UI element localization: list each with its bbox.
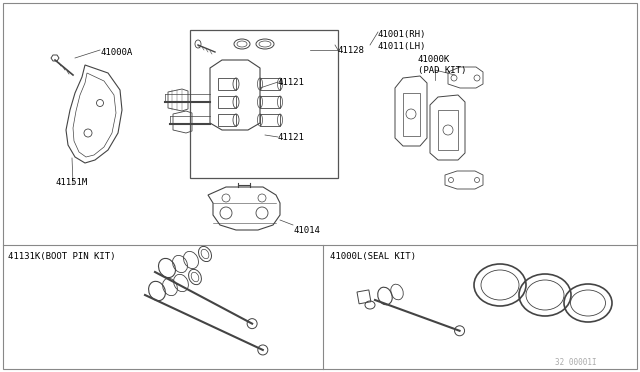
Bar xyxy=(260,114,280,126)
Bar xyxy=(260,78,280,90)
Bar xyxy=(357,290,371,304)
Text: 41151M: 41151M xyxy=(55,178,87,187)
Bar xyxy=(218,78,236,90)
Text: 41000A: 41000A xyxy=(100,48,132,57)
Bar xyxy=(260,96,280,108)
Text: 41000K: 41000K xyxy=(418,55,451,64)
Text: 41131K(BOOT PIN KIT): 41131K(BOOT PIN KIT) xyxy=(8,252,115,261)
Text: 41121: 41121 xyxy=(278,78,305,87)
Bar xyxy=(190,30,338,178)
Text: 41128: 41128 xyxy=(338,46,365,55)
Bar xyxy=(218,114,236,126)
Text: 41011(LH): 41011(LH) xyxy=(378,42,426,51)
Text: 32 00001I: 32 00001I xyxy=(555,358,596,367)
Text: 41000L(SEAL KIT): 41000L(SEAL KIT) xyxy=(330,252,416,261)
Text: (PAD KIT): (PAD KIT) xyxy=(418,66,467,75)
Bar xyxy=(218,96,236,108)
Text: 41014: 41014 xyxy=(294,226,321,235)
Text: 41121: 41121 xyxy=(278,133,305,142)
Text: 41001(RH): 41001(RH) xyxy=(378,30,426,39)
